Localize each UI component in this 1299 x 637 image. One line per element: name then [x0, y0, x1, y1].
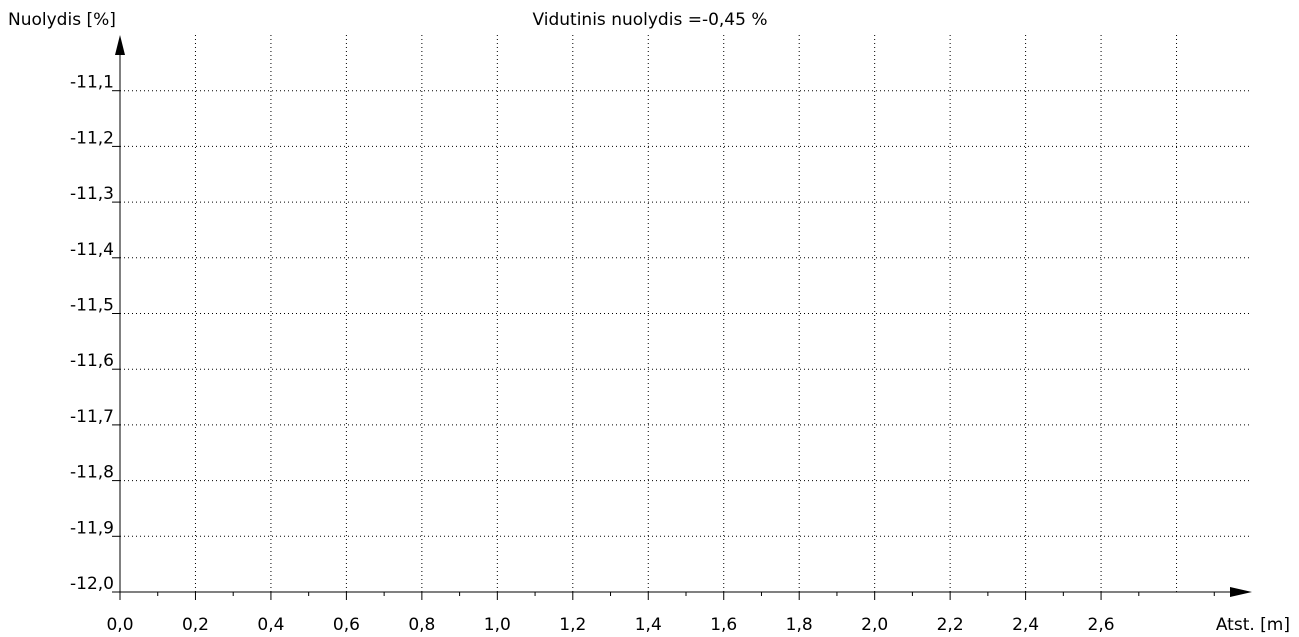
y-tick-label: -11,4: [70, 240, 114, 260]
y-tick-label: -12,0: [70, 574, 114, 594]
y-tick-label: -11,6: [70, 351, 114, 371]
y-axis-arrow: [115, 35, 125, 55]
y-tick-label: -11,9: [70, 518, 114, 538]
x-tick-label: 2,2: [937, 615, 964, 635]
x-tick-label: 0,8: [408, 615, 435, 635]
y-tick-label: -11,5: [70, 296, 114, 316]
x-tick-label: 0,4: [257, 615, 284, 635]
y-tick-label: -11,1: [70, 73, 114, 93]
x-tick-label: 2,4: [1012, 615, 1039, 635]
chart-title: Vidutinis nuolydis =-0,45 %: [533, 10, 768, 30]
y-tick-label: -11,3: [70, 184, 114, 204]
x-tick-label: 0,6: [333, 615, 360, 635]
x-tick-label: 1,6: [710, 615, 737, 635]
x-tick-label: 2,6: [1088, 615, 1115, 635]
x-axis-label: Atst. [m]: [1216, 615, 1290, 635]
x-tick-label: 1,2: [559, 615, 586, 635]
x-tick-label: 1,8: [786, 615, 813, 635]
x-tick-label: 0,2: [182, 615, 209, 635]
y-tick-label: -11,2: [70, 128, 114, 148]
y-axis-label: Nuolydis [%]: [8, 10, 116, 30]
x-axis-arrow: [1230, 587, 1252, 597]
y-tick-label: -11,8: [70, 463, 114, 483]
x-tick-label: 2,0: [861, 615, 888, 635]
x-tick-label: 1,0: [484, 615, 511, 635]
y-tick-label: -11,7: [70, 407, 114, 427]
x-tick-label: 1,4: [635, 615, 662, 635]
x-tick-label: 0,0: [106, 615, 133, 635]
